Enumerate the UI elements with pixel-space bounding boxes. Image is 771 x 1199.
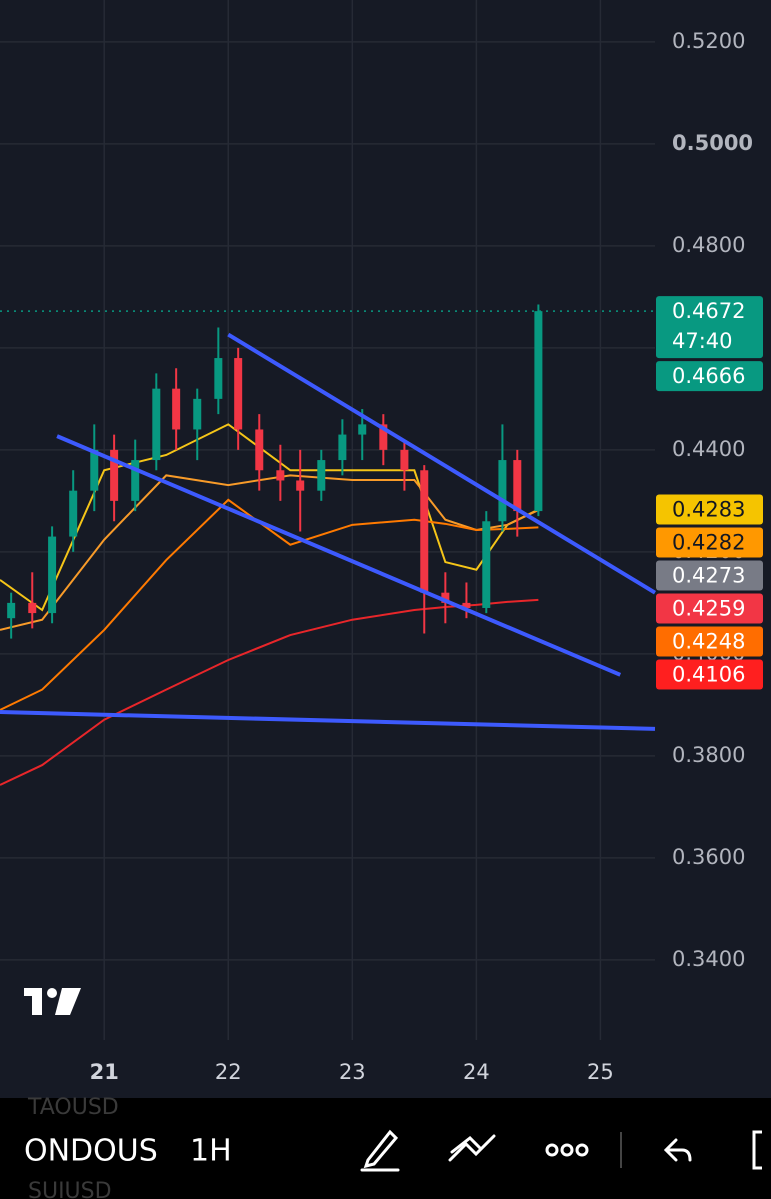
candle-body	[441, 592, 450, 603]
price-label-box	[656, 494, 763, 525]
price-label-box	[656, 626, 763, 657]
price-label-box	[656, 560, 763, 591]
price-label-box	[656, 527, 763, 558]
candle-body	[172, 388, 181, 430]
y-tick-label: 0.4800	[672, 233, 745, 257]
tradingview-logo	[24, 988, 81, 1015]
candle-body	[462, 602, 471, 608]
candle-body	[255, 429, 264, 471]
y-tick-label: 0.5000	[672, 131, 753, 155]
price-label: 0.4672	[672, 299, 745, 323]
price-label-box	[656, 296, 763, 359]
candle-body	[7, 602, 16, 619]
symbol[interactable]: ONDOUS	[24, 1134, 158, 1169]
y-tick-label: 0.5200	[672, 29, 745, 53]
candle-body	[400, 449, 409, 471]
price-axis: 0.52000.50000.48000.46000.44000.42000.40…	[90, 29, 763, 1084]
price-label-box	[656, 593, 763, 624]
trend-line	[227, 332, 657, 595]
candle-body	[482, 521, 491, 608]
x-tick-label: 23	[339, 1060, 366, 1084]
candle-body	[110, 449, 119, 501]
candle-body	[498, 460, 507, 522]
chart-background	[0, 0, 771, 1098]
y-tick-label: 0.3600	[672, 845, 745, 869]
candle-body	[48, 536, 57, 614]
price-label-box	[656, 659, 763, 690]
plot-area	[0, 304, 657, 786]
undo-icon[interactable]	[663, 1138, 692, 1162]
candle-body	[358, 424, 367, 435]
trend-tool-icon[interactable]	[448, 1134, 496, 1162]
trend-line	[56, 434, 622, 677]
interval[interactable]: 1H	[190, 1134, 232, 1169]
trend-line	[0, 710, 656, 731]
x-tick-label: 21	[90, 1060, 119, 1084]
candle-body	[69, 490, 78, 537]
countdown-label: 47:40	[672, 329, 733, 353]
price-label: 0.4666	[672, 364, 745, 388]
candle-body	[513, 460, 522, 512]
y-tick-label: 0.3800	[672, 743, 745, 767]
candle-body	[152, 388, 161, 461]
candle-body	[276, 470, 285, 481]
price-label: 0.4273	[672, 564, 745, 588]
x-tick-label: 24	[463, 1060, 490, 1084]
price-label-box	[656, 361, 763, 392]
candle-body	[28, 602, 37, 614]
more-icon[interactable]	[545, 1143, 589, 1157]
x-tick-label: 22	[215, 1060, 242, 1084]
candle-body	[317, 460, 326, 491]
price-label: 0.4248	[672, 630, 745, 654]
y-tick-label: 0.4400	[672, 437, 745, 461]
price-label: 0.4283	[672, 498, 745, 522]
candle-body	[296, 480, 305, 491]
candle-body	[379, 424, 388, 450]
next-symbol[interactable]: SUIUSD	[28, 1179, 112, 1199]
candle-body	[193, 398, 202, 430]
candle-body	[214, 358, 223, 399]
price-label: 0.4282	[672, 531, 745, 555]
fullscreen-icon[interactable]	[752, 1130, 762, 1170]
candle-body	[534, 311, 543, 512]
y-tick-label: 0.3400	[672, 947, 745, 971]
moving-average	[0, 598, 539, 786]
prev-symbol[interactable]: TAOUSD	[27, 1095, 119, 1120]
candle-body	[131, 460, 140, 501]
x-tick-label: 25	[587, 1060, 614, 1084]
candle-body	[420, 470, 429, 593]
candle-body	[90, 449, 99, 491]
moving-average	[0, 498, 539, 711]
price-label: 0.4106	[672, 663, 745, 687]
price-label: 0.4259	[672, 597, 745, 621]
candle-body	[234, 358, 243, 430]
candle-body	[338, 434, 347, 461]
draw-tool-icon[interactable]	[360, 1129, 400, 1172]
